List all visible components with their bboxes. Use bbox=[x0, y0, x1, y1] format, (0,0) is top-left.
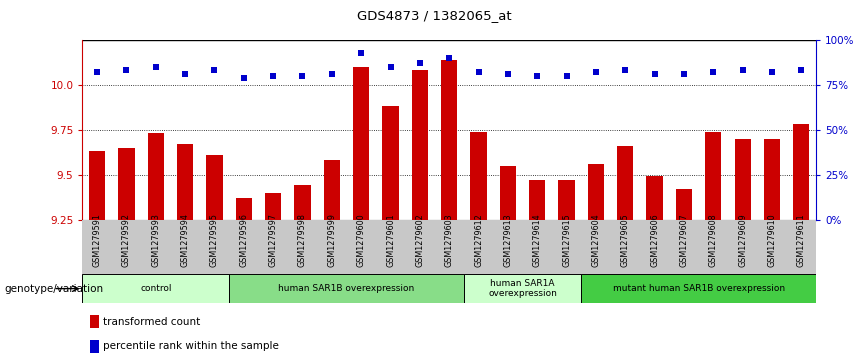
Point bbox=[325, 71, 339, 77]
Bar bbox=[411, 70, 428, 220]
Bar bbox=[265, 193, 281, 220]
Point bbox=[794, 68, 808, 73]
Point bbox=[120, 68, 134, 73]
Point bbox=[149, 64, 163, 70]
Bar bbox=[118, 148, 135, 220]
Bar bbox=[464, 274, 582, 303]
Bar bbox=[353, 67, 369, 220]
Point bbox=[442, 55, 457, 61]
Bar bbox=[764, 139, 780, 220]
Bar bbox=[793, 125, 809, 220]
Text: transformed count: transformed count bbox=[103, 317, 201, 327]
Bar bbox=[89, 340, 99, 352]
Point bbox=[413, 60, 427, 66]
Bar bbox=[82, 274, 229, 303]
Bar bbox=[558, 180, 575, 220]
Bar bbox=[470, 131, 487, 220]
Point bbox=[384, 64, 398, 70]
Point bbox=[560, 73, 574, 79]
Bar bbox=[529, 180, 545, 220]
Point bbox=[90, 69, 104, 75]
Bar bbox=[582, 274, 816, 303]
Bar bbox=[734, 139, 751, 220]
Bar bbox=[383, 106, 398, 220]
Point bbox=[178, 71, 192, 77]
Bar bbox=[89, 315, 99, 328]
Text: percentile rank within the sample: percentile rank within the sample bbox=[103, 341, 279, 351]
Bar bbox=[89, 151, 105, 220]
Bar bbox=[617, 146, 634, 220]
Point bbox=[501, 71, 515, 77]
Bar bbox=[705, 131, 721, 220]
Point bbox=[266, 73, 280, 79]
Text: genotype/variation: genotype/variation bbox=[4, 284, 103, 294]
Text: GDS4873 / 1382065_at: GDS4873 / 1382065_at bbox=[357, 9, 511, 22]
Bar bbox=[148, 133, 164, 220]
Bar bbox=[207, 155, 222, 220]
Point bbox=[295, 73, 309, 79]
Text: human SAR1B overexpression: human SAR1B overexpression bbox=[279, 284, 415, 293]
Bar bbox=[676, 189, 692, 220]
Point bbox=[765, 69, 779, 75]
Text: mutant human SAR1B overexpression: mutant human SAR1B overexpression bbox=[613, 284, 785, 293]
Bar bbox=[500, 166, 516, 220]
Text: human SAR1A
overexpression: human SAR1A overexpression bbox=[488, 279, 557, 298]
Bar bbox=[647, 176, 662, 220]
Point bbox=[530, 73, 544, 79]
Point bbox=[735, 68, 749, 73]
Text: control: control bbox=[140, 284, 172, 293]
Bar bbox=[177, 144, 194, 220]
Point bbox=[589, 69, 602, 75]
Point bbox=[207, 68, 221, 73]
Point bbox=[707, 69, 720, 75]
Point bbox=[237, 75, 251, 81]
Bar bbox=[441, 60, 457, 220]
Point bbox=[618, 68, 632, 73]
Bar bbox=[229, 274, 464, 303]
Bar bbox=[588, 164, 604, 220]
Point bbox=[677, 71, 691, 77]
Point bbox=[354, 50, 368, 56]
Bar bbox=[236, 198, 252, 220]
Bar bbox=[294, 185, 311, 220]
Point bbox=[648, 71, 661, 77]
Bar bbox=[324, 160, 340, 220]
Point bbox=[471, 69, 485, 75]
